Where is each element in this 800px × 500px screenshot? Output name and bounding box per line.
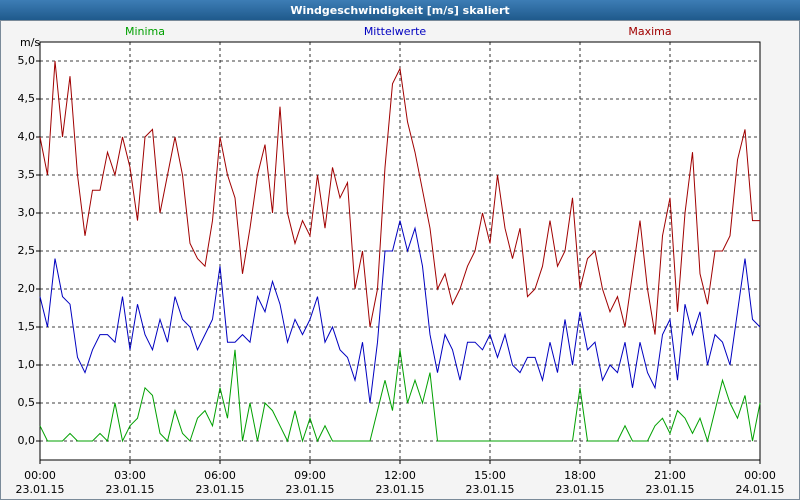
y-tick-label: 2,5: [18, 244, 36, 257]
x-tick-date: 23.01.15: [376, 483, 425, 496]
x-tick-date: 24.01.15: [736, 483, 785, 496]
x-tick-date: 23.01.15: [286, 483, 335, 496]
series-line: [39, 220, 761, 404]
y-tick-label: 4,5: [18, 92, 36, 105]
y-tick-label: 5,0: [18, 54, 36, 67]
series-line: [39, 349, 761, 443]
series-line: [39, 60, 760, 335]
legend-label: Minima: [125, 25, 165, 38]
x-tick-label: 18:00: [564, 469, 596, 482]
x-tick-label: 00:00: [24, 469, 56, 482]
legend-label: Mittelwerte: [364, 25, 427, 38]
x-tick-label: 00:00: [744, 469, 776, 482]
y-tick-label: 4,0: [18, 130, 36, 143]
x-tick-date: 23.01.15: [466, 483, 515, 496]
title-bar: [0, 0, 800, 20]
x-tick-date: 23.01.15: [196, 483, 245, 496]
x-tick-label: 12:00: [384, 469, 416, 482]
legend-label: Maxima: [628, 25, 671, 38]
x-tick-label: 03:00: [114, 469, 146, 482]
y-tick-label: 1,0: [18, 358, 36, 371]
y-tick-label: 2,0: [18, 282, 36, 295]
x-tick-date: 23.01.15: [646, 483, 695, 496]
x-tick-label: 09:00: [294, 469, 326, 482]
y-axis-label: m/s: [20, 36, 40, 49]
y-tick-label: 0,0: [18, 434, 36, 447]
y-tick-label: 0,5: [18, 396, 36, 409]
x-tick-label: 21:00: [654, 469, 686, 482]
x-tick-label: 06:00: [204, 469, 236, 482]
x-tick-date: 23.01.15: [16, 483, 65, 496]
chart-title: Windgeschwindigkeit [m/s] skaliert: [290, 4, 509, 17]
y-tick-label: 3,5: [18, 168, 36, 181]
x-tick-date: 23.01.15: [106, 483, 155, 496]
x-tick-date: 23.01.15: [556, 483, 605, 496]
x-tick-label: 15:00: [474, 469, 506, 482]
y-tick-label: 1,5: [18, 320, 36, 333]
y-tick-label: 3,0: [18, 206, 36, 219]
